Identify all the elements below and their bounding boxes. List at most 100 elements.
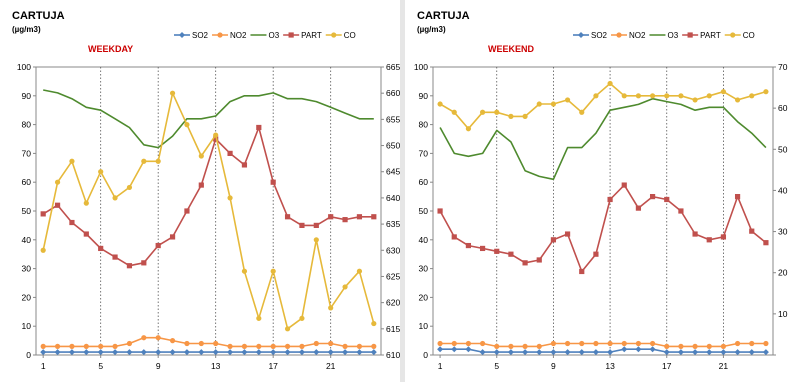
data-point-part bbox=[213, 136, 219, 142]
data-point-part bbox=[649, 194, 656, 200]
legend-label: SO2 bbox=[591, 31, 608, 40]
data-point-co bbox=[734, 97, 741, 103]
data-point-part bbox=[356, 214, 363, 220]
y-tick-label: 10 bbox=[419, 321, 429, 331]
data-point-so2 bbox=[748, 349, 755, 356]
data-point-part bbox=[734, 194, 741, 200]
data-point-no2 bbox=[313, 340, 319, 347]
data-point-so2 bbox=[140, 349, 147, 356]
y2-tick-label: 60 bbox=[778, 103, 788, 113]
data-point-co bbox=[213, 132, 219, 138]
x-tick-label: 21 bbox=[326, 361, 336, 371]
chart-title: CARTUJA bbox=[417, 10, 470, 22]
data-point-part bbox=[720, 234, 727, 240]
legend-label: SO2 bbox=[192, 31, 209, 40]
data-point-co bbox=[479, 109, 486, 115]
data-point-part bbox=[607, 196, 613, 203]
data-point-no2 bbox=[607, 340, 613, 347]
y-tick-label: 30 bbox=[419, 264, 429, 274]
y-tick-label: 100 bbox=[414, 62, 428, 72]
data-point-co bbox=[508, 113, 514, 119]
y-tick-label: 50 bbox=[419, 206, 429, 216]
data-point-so2 bbox=[112, 349, 119, 356]
legend: SO2 NO2 O3 PART CO bbox=[573, 31, 755, 40]
data-point-no2 bbox=[720, 343, 727, 349]
series-co bbox=[437, 80, 769, 132]
data-point-co bbox=[40, 247, 46, 253]
data-point-part bbox=[40, 211, 46, 217]
y-tick-label: 0 bbox=[423, 350, 428, 360]
y2-tick-label: 665 bbox=[386, 62, 400, 72]
data-point-so2 bbox=[465, 346, 472, 353]
chart-panel-weekday: CARTUJA (µg/m3) WEEKDAY 0 10 20 30 40 50 60 70 8… bbox=[12, 10, 400, 371]
data-point-co bbox=[550, 101, 557, 107]
data-point-part bbox=[328, 214, 334, 220]
data-point-no2 bbox=[299, 343, 305, 349]
legend-label: NO2 bbox=[629, 31, 646, 40]
data-point-co bbox=[256, 315, 262, 321]
data-point-no2 bbox=[328, 340, 334, 347]
legend-label: PART bbox=[301, 31, 322, 40]
data-point-so2 bbox=[342, 349, 349, 356]
legend-label: O3 bbox=[667, 31, 678, 40]
data-point-co bbox=[241, 268, 248, 274]
data-point-co bbox=[54, 179, 61, 185]
data-point-co bbox=[342, 284, 348, 290]
data-point-part bbox=[313, 222, 319, 228]
data-point-no2 bbox=[126, 340, 133, 347]
data-point-no2 bbox=[284, 343, 291, 349]
data-point-so2 bbox=[479, 349, 486, 356]
data-point-so2 bbox=[241, 349, 248, 356]
data-point-so2 bbox=[734, 349, 741, 356]
series-co bbox=[40, 90, 377, 332]
data-point-no2 bbox=[749, 340, 755, 347]
legend-swatch-marker bbox=[179, 32, 185, 38]
data-point-no2 bbox=[621, 340, 627, 347]
y-tick-label: 90 bbox=[419, 91, 429, 101]
data-point-so2 bbox=[607, 349, 614, 356]
series-no2 bbox=[40, 335, 377, 349]
series-line-o3 bbox=[439, 97, 767, 181]
y-tick-label: 20 bbox=[22, 292, 32, 302]
y2-tick-label: 50 bbox=[778, 144, 788, 154]
data-point-co bbox=[692, 97, 698, 103]
legend: SO2 NO2 O3 PART CO bbox=[174, 31, 356, 40]
panel-separator bbox=[400, 0, 405, 382]
data-point-so2 bbox=[493, 349, 500, 356]
data-point-part bbox=[550, 237, 557, 243]
data-point-part bbox=[270, 179, 276, 185]
data-point-co bbox=[649, 93, 656, 99]
data-point-co bbox=[678, 93, 684, 99]
y-tick-label: 80 bbox=[22, 120, 32, 130]
data-point-so2 bbox=[126, 349, 133, 356]
data-point-so2 bbox=[356, 349, 363, 356]
data-point-part bbox=[664, 196, 670, 203]
data-point-co bbox=[184, 122, 190, 128]
plot-area bbox=[432, 66, 774, 356]
data-point-no2 bbox=[649, 340, 656, 347]
data-point-so2 bbox=[68, 349, 75, 356]
x-tick-label: 13 bbox=[605, 361, 615, 371]
data-point-co bbox=[141, 158, 147, 164]
chart-plot-weekend: 0 10 20 30 40 50 60 70 80 90 100 10 20 30 40 50 60 70 1 5 9 1… bbox=[414, 31, 788, 371]
data-point-part bbox=[763, 240, 769, 246]
data-point-no2 bbox=[342, 343, 348, 349]
data-point-part bbox=[112, 254, 118, 260]
data-point-so2 bbox=[40, 349, 47, 356]
data-point-no2 bbox=[494, 343, 500, 349]
data-point-no2 bbox=[184, 340, 190, 347]
data-point-no2 bbox=[664, 343, 670, 349]
data-point-so2 bbox=[550, 349, 557, 356]
chart-subtitle: WEEKEND bbox=[488, 44, 535, 54]
legend-label: CO bbox=[743, 31, 755, 40]
x-tick-label: 9 bbox=[156, 361, 161, 371]
data-point-part bbox=[184, 208, 190, 214]
data-point-part bbox=[494, 248, 500, 254]
data-point-co bbox=[328, 305, 334, 311]
data-point-no2 bbox=[437, 340, 443, 347]
data-point-so2 bbox=[437, 346, 444, 353]
data-point-part bbox=[98, 245, 104, 252]
y2-tick-label: 70 bbox=[778, 62, 788, 72]
data-point-no2 bbox=[198, 340, 204, 347]
data-point-part bbox=[479, 245, 486, 252]
